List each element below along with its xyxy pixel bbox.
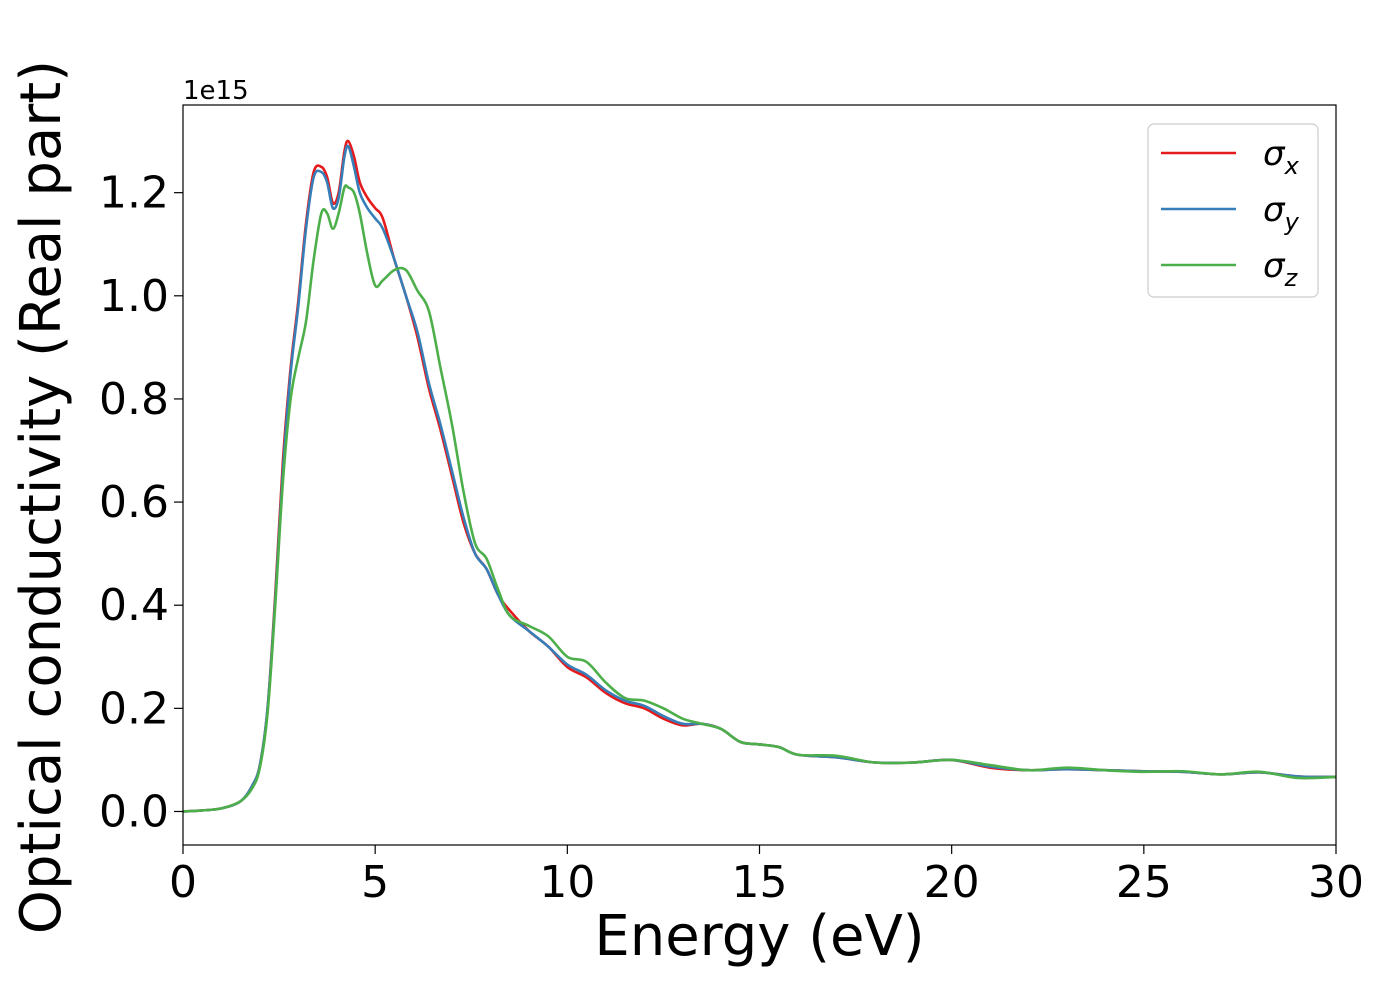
x-axis: 0 5 10 15 20 25 30 [169,845,1364,908]
y-axis: 0.0 0.2 0.4 0.6 0.8 1.0 1.2 [99,168,183,837]
x-tick-label: 20 [924,857,980,908]
legend-entry-x: σx [1161,134,1300,180]
series-layer [183,139,1336,813]
legend-label: σx [1263,134,1300,180]
y-tick-label: 0.2 [99,683,169,734]
x-tick-label: 15 [732,857,788,908]
y-tick-label: 1.2 [99,168,169,219]
x-tick-label: 25 [1116,857,1172,908]
x-axis-label: Energy (eV) [594,904,924,969]
x-tick-label: 30 [1308,857,1364,908]
y-tick-label: 0.6 [99,477,169,528]
legend-label: σz [1263,246,1299,292]
y-tick-label: 0.8 [99,374,169,425]
plot-area [182,104,1337,846]
series-line-z [183,184,1336,813]
legend-entry-z: σz [1161,246,1299,292]
legend-entry-y: σy [1161,190,1300,236]
y-offset-label: 1e15 [183,76,249,106]
x-tick-label: 5 [361,857,389,908]
legend: σx σy σz [1147,123,1319,298]
y-tick-label: 1.0 [99,271,169,322]
x-tick-label: 10 [539,857,595,908]
legend-label: σy [1263,190,1300,236]
y-tick-label: 0.4 [99,580,169,631]
x-tick-label: 0 [169,857,197,908]
y-axis-label: Optical conductivity (Real part) [9,60,74,934]
legend-entries: σx σy σz [1161,134,1300,292]
y-tick-label: 0.0 [99,786,169,837]
legend-box [1147,123,1319,298]
